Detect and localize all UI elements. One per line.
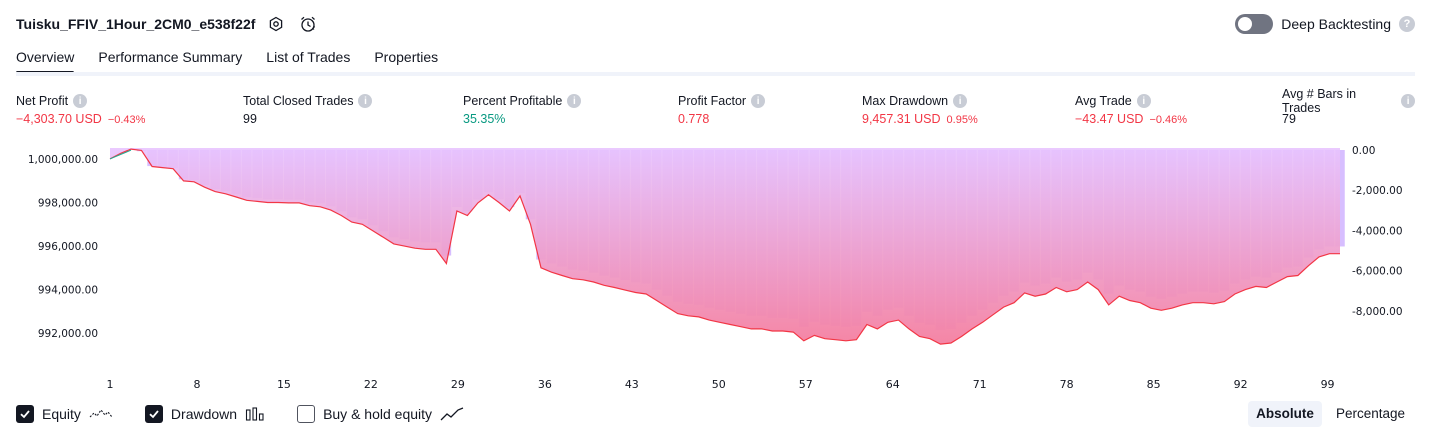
equity-line-icon bbox=[89, 409, 113, 418]
metric-value: 9,457.31 USD bbox=[862, 112, 941, 126]
x-axis-tick: 22 bbox=[364, 378, 378, 391]
right-axis: 0.00 -2,000.00 -4,000.00 -6,000.00 -8,000.00 bbox=[1352, 145, 1403, 318]
right-axis-tick: -6,000.00 bbox=[1352, 266, 1403, 278]
report-tabs: Overview Performance Summary List of Tra… bbox=[16, 44, 438, 74]
metric-label: Avg # Bars in Trades bbox=[1282, 87, 1357, 115]
metric-percent: −0.43% bbox=[107, 114, 146, 126]
left-axis-tick: 996,000.00 bbox=[38, 241, 98, 253]
info-icon[interactable]: i bbox=[567, 94, 582, 108]
equity-line bbox=[109, 148, 1340, 345]
left-axis-tick: 998,000.00 bbox=[38, 197, 98, 209]
x-axis-tick: 78 bbox=[1060, 378, 1074, 391]
right-axis-tick: 0.00 bbox=[1352, 145, 1375, 157]
toggle-knob bbox=[1238, 17, 1253, 31]
left-axis-tick: 994,000.00 bbox=[38, 285, 98, 297]
tab-overview[interactable]: Overview bbox=[16, 44, 75, 74]
alarm-clock-icon[interactable] bbox=[297, 13, 319, 35]
x-axis-tick: 29 bbox=[451, 378, 465, 391]
absolute-button[interactable]: Absolute bbox=[1248, 401, 1322, 427]
metric-percent: 0.95% bbox=[946, 114, 978, 126]
metric-label: Max Drawdown bbox=[862, 94, 949, 108]
x-axis-tick: 99 bbox=[1321, 378, 1335, 391]
buy-hold-line bbox=[109, 149, 132, 160]
metric-label: Net Profit bbox=[16, 94, 69, 108]
metric-value: 35.35% bbox=[463, 112, 506, 126]
right-axis-tick: -2,000.00 bbox=[1352, 185, 1403, 197]
tabs-divider bbox=[16, 72, 1415, 76]
metric-label: Total Closed Trades bbox=[243, 94, 354, 108]
x-axis-tick: 50 bbox=[712, 378, 726, 391]
x-axis-tick: 15 bbox=[277, 378, 291, 391]
x-axis-tick: 64 bbox=[886, 378, 900, 391]
tab-performance-summary[interactable]: Performance Summary bbox=[98, 49, 243, 65]
deep-backtesting-label: Deep Backtesting bbox=[1281, 16, 1391, 32]
x-axis-tick: 57 bbox=[799, 378, 813, 391]
percentage-button[interactable]: Percentage bbox=[1335, 406, 1405, 421]
metric-label: Percent Profitable bbox=[463, 94, 563, 108]
question-mark-icon[interactable]: ? bbox=[1399, 16, 1415, 32]
x-axis-tick: 36 bbox=[538, 378, 552, 391]
x-axis: 1 8 15 22 29 36 43 50 57 64 71 78 85 92 99 bbox=[107, 378, 1335, 391]
info-icon[interactable]: i bbox=[751, 94, 766, 108]
metric-avg-trade: Avg Trade i −43.47 USD −0.46% bbox=[1075, 92, 1187, 128]
legend-equity[interactable]: Equity bbox=[16, 405, 113, 423]
info-icon[interactable]: i bbox=[73, 94, 88, 108]
metrics-row: Net Profit i −4,303.70 USD −0.43% Total Cl… bbox=[16, 87, 1415, 132]
x-axis-tick: 43 bbox=[625, 378, 639, 391]
x-axis-tick: 85 bbox=[1147, 378, 1161, 391]
metric-label: Avg Trade bbox=[1075, 94, 1132, 108]
legend-drawdown[interactable]: Drawdown bbox=[144, 405, 265, 423]
info-icon[interactable]: i bbox=[358, 94, 373, 108]
metric-total-closed-trades: Total Closed Trades i 99 bbox=[243, 92, 373, 128]
metric-percent-profitable: Percent Profitable i 35.35% bbox=[463, 92, 582, 128]
legend-buy-hold[interactable]: Buy & hold equity bbox=[297, 405, 464, 423]
equity-area bbox=[110, 148, 1340, 345]
equity-chart[interactable]: 1,000,000.00 998,000.00 996,000.00 994,000.… bbox=[0, 140, 1431, 395]
x-axis-tick: 92 bbox=[1234, 378, 1248, 391]
legend-label: Drawdown bbox=[170, 406, 238, 422]
tab-properties[interactable]: Properties bbox=[374, 49, 439, 65]
settings-icon[interactable] bbox=[265, 13, 287, 35]
x-axis-tick: 71 bbox=[973, 378, 987, 391]
metric-value: −4,303.70 USD bbox=[16, 112, 102, 126]
metric-percent: −0.46% bbox=[1149, 114, 1188, 126]
metric-value: 99 bbox=[243, 112, 257, 126]
left-axis-tick: 992,000.00 bbox=[38, 328, 98, 340]
bars-icon bbox=[246, 407, 264, 421]
metric-max-drawdown: Max Drawdown i 9,457.31 USD 0.95% bbox=[862, 92, 978, 128]
metric-net-profit: Net Profit i −4,303.70 USD −0.43% bbox=[16, 92, 145, 128]
metric-profit-factor: Profit Factor i 0.778 bbox=[678, 92, 766, 128]
metric-value: 79 bbox=[1282, 112, 1296, 126]
info-icon[interactable]: i bbox=[1136, 94, 1151, 108]
deep-backtesting-toggle[interactable] bbox=[1235, 14, 1274, 34]
drawdown-checkbox[interactable] bbox=[144, 405, 163, 423]
buy-hold-checkbox[interactable] bbox=[297, 405, 316, 423]
metric-label: Profit Factor bbox=[678, 94, 747, 108]
metric-value: −43.47 USD bbox=[1075, 112, 1144, 126]
info-icon[interactable]: i bbox=[1401, 94, 1415, 108]
left-axis: 1,000,000.00 998,000.00 996,000.00 994,000.… bbox=[28, 154, 98, 340]
strategy-title: Tuisku_FFIV_1Hour_2CM0_e538f22f bbox=[16, 16, 256, 32]
left-axis-tick: 1,000,000.00 bbox=[28, 154, 98, 166]
scale-mode-switch: Absolute Percentage bbox=[1248, 401, 1413, 427]
right-axis-tick: -8,000.00 bbox=[1352, 306, 1403, 318]
trend-line-icon bbox=[440, 407, 464, 421]
metric-avg-bars-in-trades: Avg # Bars in Trades i 79 bbox=[1282, 87, 1415, 128]
x-axis-tick: 8 bbox=[193, 378, 200, 391]
strategy-header: Tuisku_FFIV_1Hour_2CM0_e538f22f bbox=[16, 12, 319, 36]
equity-checkbox[interactable] bbox=[16, 405, 34, 423]
metric-value: 0.778 bbox=[678, 112, 710, 126]
tab-list-of-trades[interactable]: List of Trades bbox=[266, 49, 351, 65]
chart-legend: Equity Drawdown Buy & hold equity bbox=[16, 402, 496, 426]
info-icon[interactable]: i bbox=[953, 94, 968, 108]
right-axis-tick: -4,000.00 bbox=[1352, 225, 1403, 237]
deep-backtesting: Deep Backtesting ? bbox=[1235, 12, 1415, 36]
legend-label: Equity bbox=[42, 406, 81, 422]
legend-label: Buy & hold equity bbox=[323, 406, 433, 422]
x-axis-tick: 1 bbox=[107, 378, 114, 391]
